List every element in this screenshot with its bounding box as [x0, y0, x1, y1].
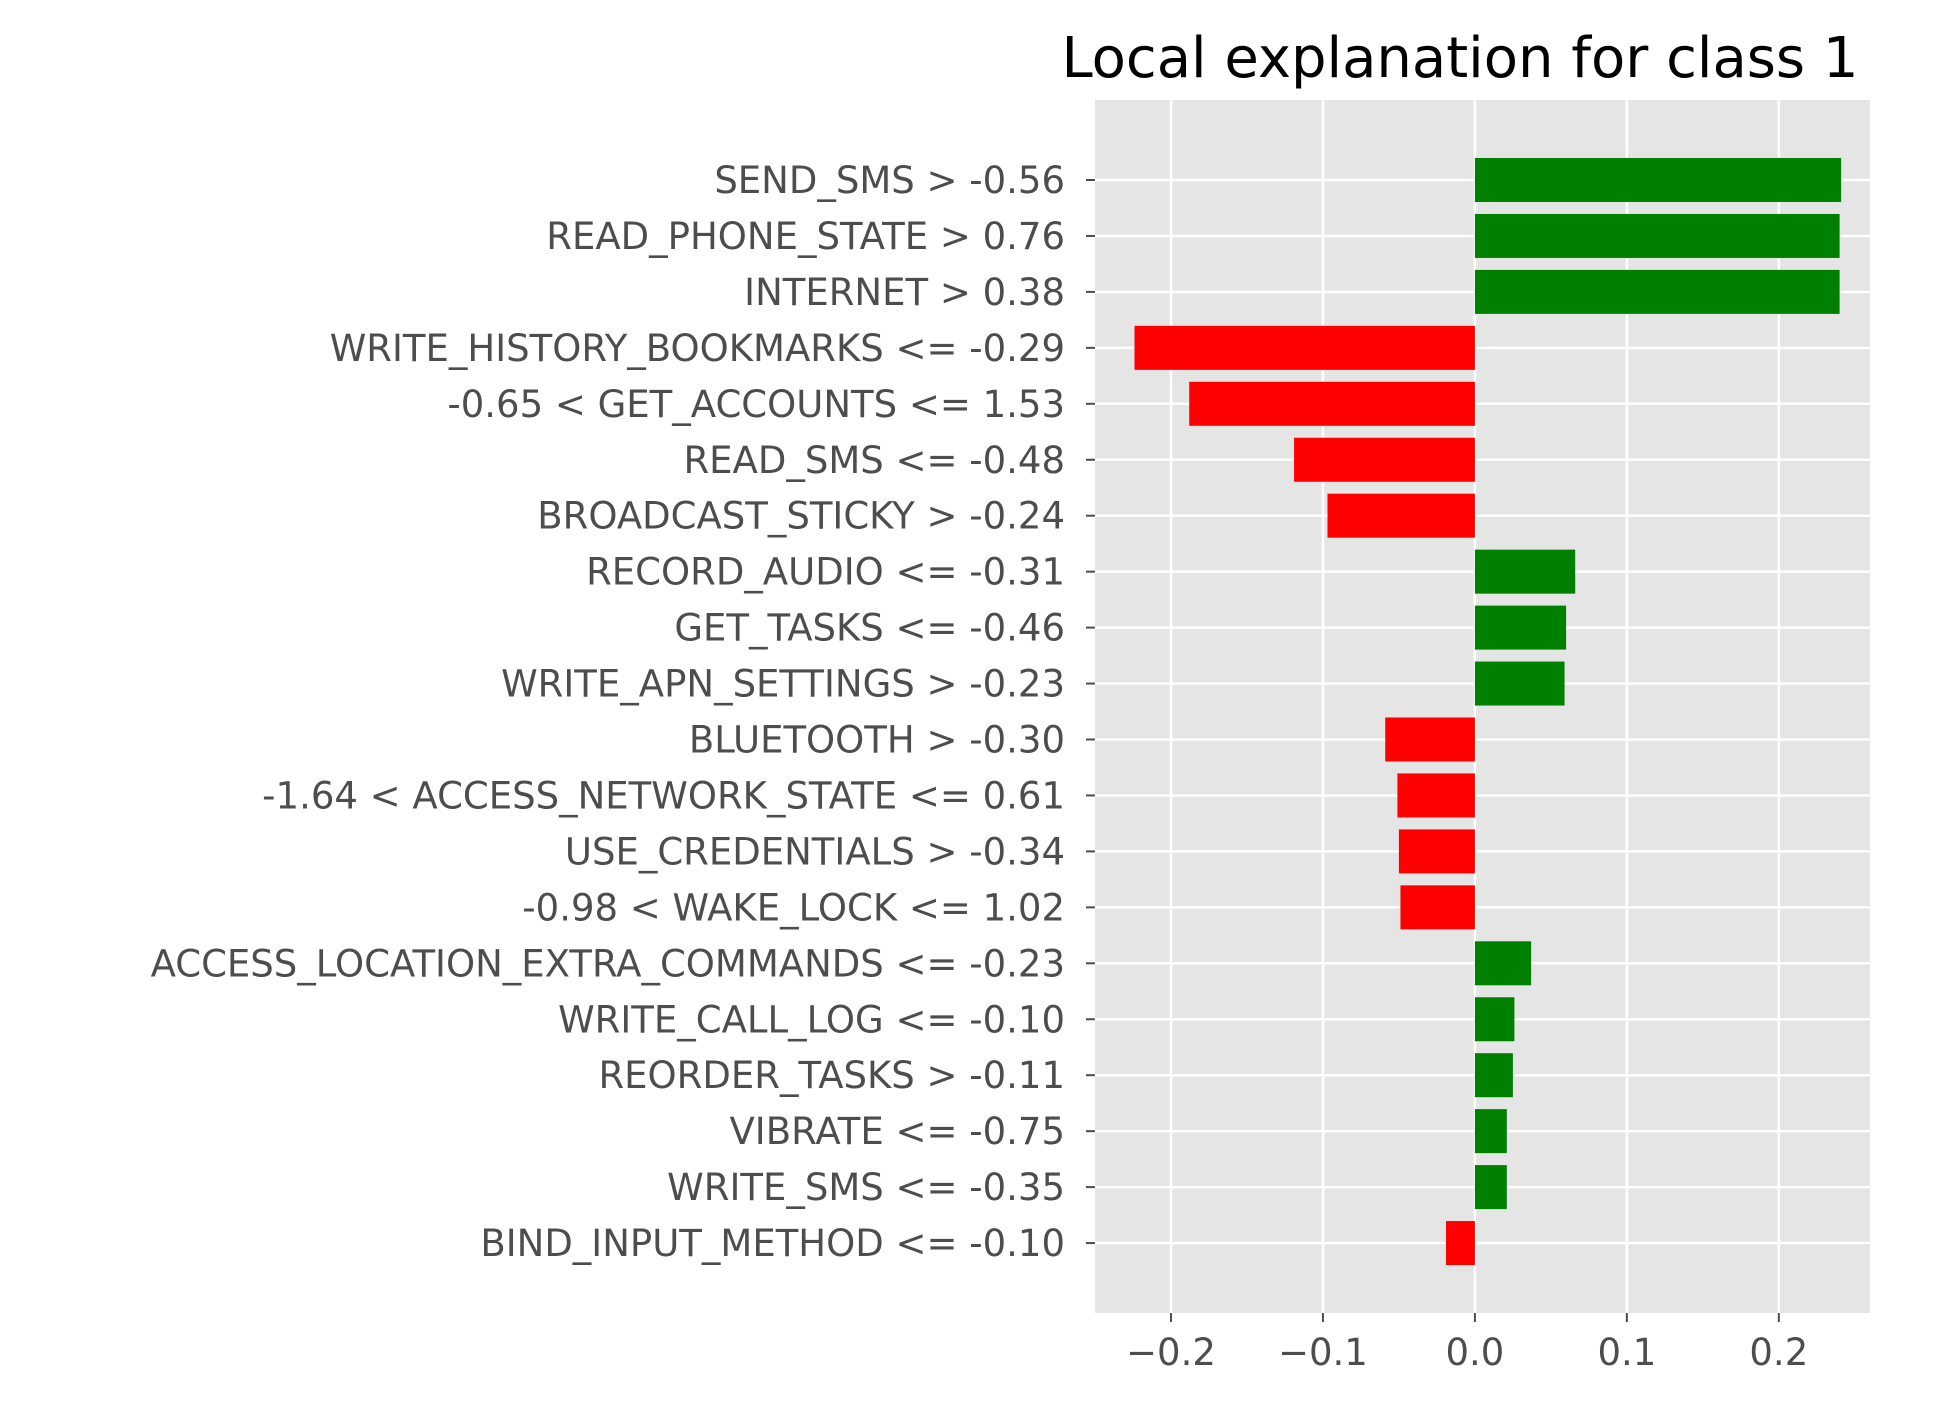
category-label: WRITE_CALL_LOG <= -0.10	[558, 998, 1065, 1041]
category-label: RECORD_AUDIO <= -0.31	[586, 551, 1065, 594]
bar	[1398, 829, 1475, 874]
category-label: GET_TASKS <= -0.46	[674, 607, 1065, 650]
bar	[1134, 325, 1475, 370]
y-ticks	[1086, 179, 1095, 1245]
bar	[1474, 158, 1842, 202]
category-label: BIND_INPUT_METHOD <= -0.10	[480, 1222, 1065, 1265]
x-tick-label: −0.1	[1278, 1331, 1368, 1374]
bar	[1400, 885, 1475, 930]
bar	[1385, 717, 1475, 762]
bar	[1294, 437, 1475, 482]
x-tick-label: 0.0	[1445, 1331, 1504, 1374]
x-tick-label: 0.1	[1597, 1331, 1656, 1374]
bar	[1474, 661, 1565, 706]
category-label: REORDER_TASKS > -0.11	[598, 1054, 1065, 1097]
x-tick-label: −0.2	[1126, 1331, 1216, 1374]
category-labels: SEND_SMS > -0.56 READ_PHONE_STATE > 0.76 I…	[151, 159, 1065, 1265]
category-label: READ_PHONE_STATE > 0.76	[546, 215, 1065, 258]
category-label: SEND_SMS > -0.56	[714, 159, 1065, 202]
category-label: READ_SMS <= -0.48	[683, 439, 1065, 482]
bar	[1474, 549, 1576, 594]
bar	[1189, 381, 1475, 426]
category-label: -0.98 < WAKE_LOCK <= 1.02	[522, 886, 1065, 929]
bar	[1474, 1053, 1513, 1098]
category-label: WRITE_APN_SETTINGS > -0.23	[501, 663, 1065, 706]
x-tick-label: 0.2	[1749, 1331, 1808, 1374]
bar	[1327, 493, 1475, 538]
chart-title: Local explanation for class 1	[1061, 26, 1858, 91]
category-label: WRITE_SMS <= -0.35	[667, 1166, 1065, 1209]
category-label: WRITE_HISTORY_BOOKMARKS <= -0.29	[330, 327, 1065, 370]
category-label: -1.64 < ACCESS_NETWORK_STATE <= 0.61	[262, 774, 1065, 817]
bar	[1397, 773, 1475, 818]
bar	[1474, 941, 1532, 986]
bar	[1474, 1165, 1507, 1210]
bars	[1134, 158, 1842, 1266]
category-label: INTERNET > 0.38	[744, 271, 1065, 314]
bar	[1474, 605, 1567, 650]
bar	[1474, 213, 1840, 258]
category-label: ACCESS_LOCATION_EXTRA_COMMANDS <= -0.23	[151, 942, 1065, 985]
category-label: BLUETOOTH > -0.30	[689, 719, 1065, 762]
bar	[1474, 997, 1515, 1042]
category-label: -0.65 < GET_ACCOUNTS <= 1.53	[447, 383, 1065, 426]
category-label: VIBRATE <= -0.75	[730, 1110, 1066, 1153]
bar	[1446, 1221, 1475, 1266]
bar	[1474, 269, 1840, 314]
category-label: BROADCAST_STICKY > -0.24	[537, 495, 1065, 538]
bar	[1474, 1109, 1507, 1154]
x-ticks: −0.2 −0.1 0.0 0.1 0.2	[1126, 1313, 1808, 1374]
category-label: USE_CREDENTIALS > -0.34	[565, 830, 1065, 873]
